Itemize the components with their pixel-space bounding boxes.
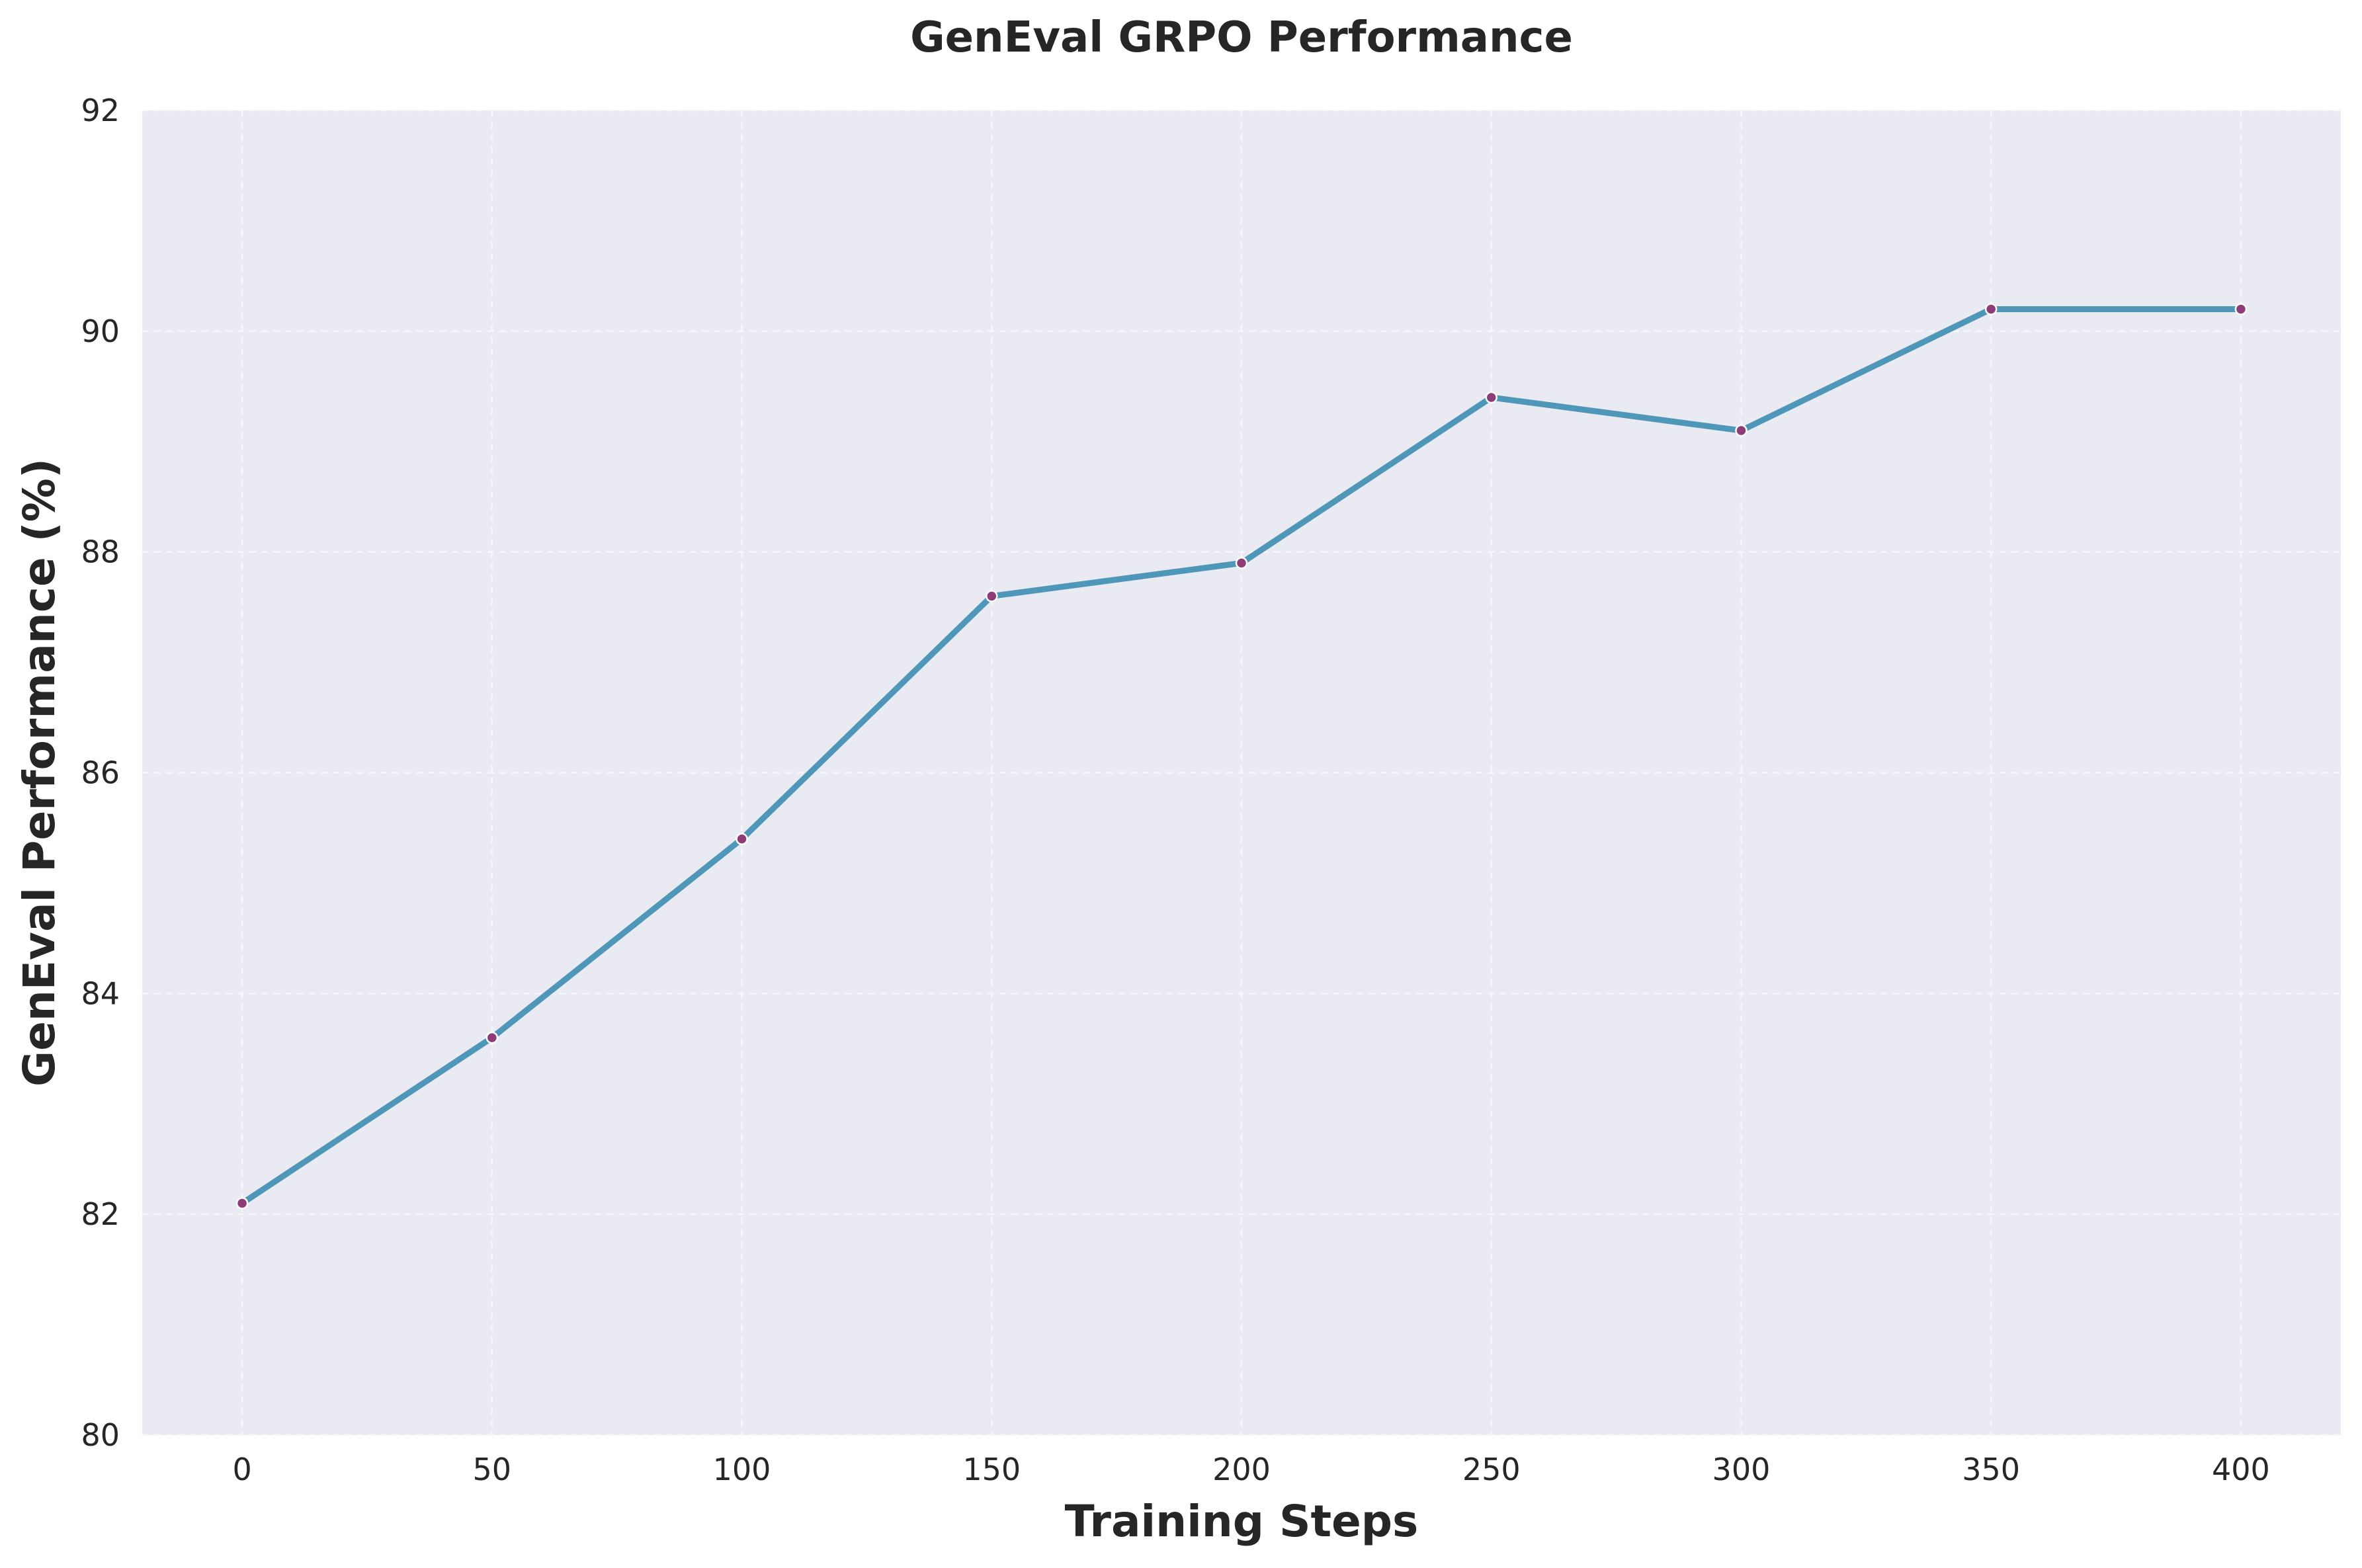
- data-point: [1984, 303, 1998, 315]
- data-point: [1735, 424, 1748, 437]
- x-tick-label: 50: [473, 1452, 512, 1487]
- y-tick-label: 88: [81, 534, 120, 570]
- x-tick-label: 0: [232, 1452, 251, 1487]
- x-tick-label: 300: [1712, 1452, 1771, 1487]
- data-point: [736, 833, 748, 845]
- data-point: [986, 590, 998, 602]
- y-tick-label: 86: [81, 755, 120, 791]
- y-tick-label: 82: [81, 1196, 120, 1232]
- grid: [142, 109, 2341, 1436]
- y-tick-label: 90: [81, 313, 120, 349]
- x-tick-label: 200: [1212, 1452, 1271, 1487]
- data-point: [2234, 303, 2248, 315]
- data-point: [1235, 557, 1248, 569]
- x-axis-label: Training Steps: [1065, 1496, 1419, 1547]
- x-tick-label: 250: [1462, 1452, 1521, 1487]
- x-tick-label: 100: [713, 1452, 771, 1487]
- x-tick-label: 350: [1962, 1452, 2020, 1487]
- y-axis-label: GenEval Performance (%): [14, 458, 65, 1087]
- y-tick-label: 92: [81, 93, 120, 128]
- data-point: [485, 1031, 499, 1044]
- series-layer: [235, 303, 2248, 1210]
- data-point: [235, 1197, 249, 1210]
- y-axis-ticks: 80 82 84 86 88 90 92: [81, 93, 120, 1453]
- x-axis-ticks: 0 50 100 150 200 250 300 350 400: [232, 1452, 2269, 1487]
- chart-title: GenEval GRPO Performance: [910, 13, 1573, 62]
- y-tick-label: 80: [81, 1417, 120, 1453]
- y-tick-label: 84: [81, 975, 120, 1011]
- data-point: [1485, 391, 1497, 404]
- x-tick-label: 400: [2212, 1452, 2270, 1487]
- x-tick-label: 150: [962, 1452, 1021, 1487]
